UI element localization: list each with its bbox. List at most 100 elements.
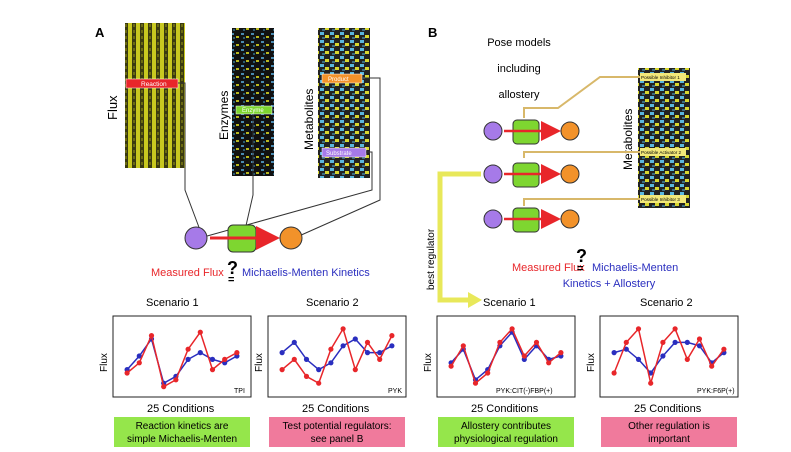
red-series-point xyxy=(340,326,346,332)
inhibitor-3-label: Possible Inhibitor 3 xyxy=(641,197,680,202)
a-s2-xlabel: 25 Conditions xyxy=(302,403,370,415)
best-regulator-arrowhead xyxy=(468,292,482,308)
red-series-point xyxy=(328,346,334,352)
enzyme-tag-label: Enzyme xyxy=(242,108,264,114)
b-s2-conclusion xyxy=(601,417,737,447)
blue-series-point xyxy=(136,353,142,359)
blue-series-point xyxy=(696,343,703,349)
red-series-point xyxy=(558,350,564,356)
question-mark-b: ? xyxy=(576,246,587,266)
a-s2-ylabel: Flux xyxy=(254,353,265,372)
blue-series-point xyxy=(185,356,191,362)
blue-series-point xyxy=(611,350,617,356)
blue-series-point xyxy=(279,350,285,356)
product-tag-label: Product xyxy=(328,77,349,83)
b-s1-conclusion-line1: Allostery contributes xyxy=(461,421,551,432)
red-series-point xyxy=(485,370,491,376)
pose-line1: Pose models xyxy=(487,37,551,49)
mm-kinetics-b1: Michaelis-Menten xyxy=(592,262,678,274)
b-scenario1-title: Scenario 1 xyxy=(483,297,536,309)
panel-b-label: B xyxy=(428,25,437,40)
substrate-node xyxy=(184,226,208,250)
blue-series-point xyxy=(623,346,629,352)
best-regulator-label: best regulator xyxy=(426,228,437,290)
metabolites-heatmap-label: Metabolites xyxy=(302,89,316,150)
red-series-point xyxy=(684,356,690,362)
red-series-line xyxy=(281,326,393,385)
b-s1-conclusion xyxy=(438,417,574,447)
blue-series-point xyxy=(303,356,310,362)
blue-series-point xyxy=(364,350,371,356)
b-reaction-row-1 xyxy=(483,119,580,145)
pose-line3: allostery xyxy=(499,89,540,101)
blue-series-point xyxy=(340,343,346,349)
red-series-point xyxy=(279,367,285,373)
b-s1-ylabel: Flux xyxy=(423,353,434,372)
red-series-point xyxy=(611,370,617,376)
red-series-point xyxy=(303,373,310,379)
red-series-point xyxy=(448,363,454,369)
enzymes-heatmap-label: Enzymes xyxy=(217,91,231,140)
b-s1-conclusion-line2: physiological regulation xyxy=(454,434,558,445)
b-s2-conclusion-line2: important xyxy=(648,434,690,445)
red-series-point xyxy=(721,346,727,352)
blue-series-point xyxy=(377,350,383,356)
red-series-point xyxy=(364,339,371,345)
b-s2-conclusion-line1: Other regulation is xyxy=(628,421,710,432)
red-series-line xyxy=(613,327,725,387)
plot-series xyxy=(124,326,727,390)
activator-2-tag xyxy=(640,148,686,156)
pose-line2: including xyxy=(497,63,540,75)
best-regulator-arrow xyxy=(437,171,481,303)
a-s1-conclusion xyxy=(114,417,250,447)
red-series-point xyxy=(234,350,240,356)
red-series-point xyxy=(136,360,142,366)
red-series-point xyxy=(197,329,203,335)
blue-series-point xyxy=(209,356,216,362)
b-s1-tag: PYK:CIT(-)FBP(+) xyxy=(496,388,553,395)
a-s1-conclusion-line2: simple Michaelis-Menten xyxy=(127,434,237,445)
blue-series-point xyxy=(291,339,297,345)
inhibitor-3-tag xyxy=(640,195,686,203)
panel-b-connectors xyxy=(523,76,640,206)
b-s2-ylabel: Flux xyxy=(586,353,597,372)
blue-series-point xyxy=(389,343,395,349)
b-s2-xlabel: 25 Conditions xyxy=(634,403,702,415)
equals-a: = xyxy=(228,274,234,286)
red-series-point xyxy=(635,326,642,332)
b-metabolites-heatmap xyxy=(638,68,690,208)
a-s2-conclusion-line2: see panel B xyxy=(311,434,364,445)
red-series-point xyxy=(497,339,503,345)
b-scenario1-plot xyxy=(436,315,576,398)
b-scenario2-title: Scenario 2 xyxy=(640,297,693,309)
blue-series-point xyxy=(352,336,358,342)
red-series-point xyxy=(509,326,515,332)
b-metabolites-label: Metabolites xyxy=(621,109,635,170)
inhibitor-1-tag xyxy=(640,73,686,81)
b-scenario2-plot xyxy=(599,315,739,398)
b-reaction-row-2 xyxy=(483,162,580,188)
red-series-point xyxy=(389,333,395,339)
red-series-line xyxy=(450,327,562,385)
b-reaction-row-3 xyxy=(483,207,580,233)
question-mark-a: ? xyxy=(227,258,238,278)
activator-2-label: Possible Activator 2 xyxy=(641,150,682,155)
red-series-point xyxy=(672,326,678,332)
red-series-point xyxy=(648,380,654,386)
mm-kinetics-a: Michaelis-Menten Kinetics xyxy=(242,267,370,279)
blue-series-point xyxy=(684,339,690,345)
red-series-point xyxy=(173,377,179,383)
red-series-point xyxy=(148,333,155,339)
a-s2-tag: PYK xyxy=(388,388,402,395)
blue-series-point xyxy=(197,350,203,356)
red-series-point xyxy=(209,367,216,373)
blue-series-point xyxy=(672,339,678,345)
enzyme-tag xyxy=(235,105,273,115)
red-series-point xyxy=(546,360,552,366)
red-series-point xyxy=(460,343,466,349)
red-series-point xyxy=(291,356,297,362)
measured-flux-b: Measured Flux xyxy=(512,262,585,274)
a-scenario1-title: Scenario 1 xyxy=(146,297,199,309)
panel-a-label: A xyxy=(95,25,105,40)
red-series-point xyxy=(709,363,715,369)
